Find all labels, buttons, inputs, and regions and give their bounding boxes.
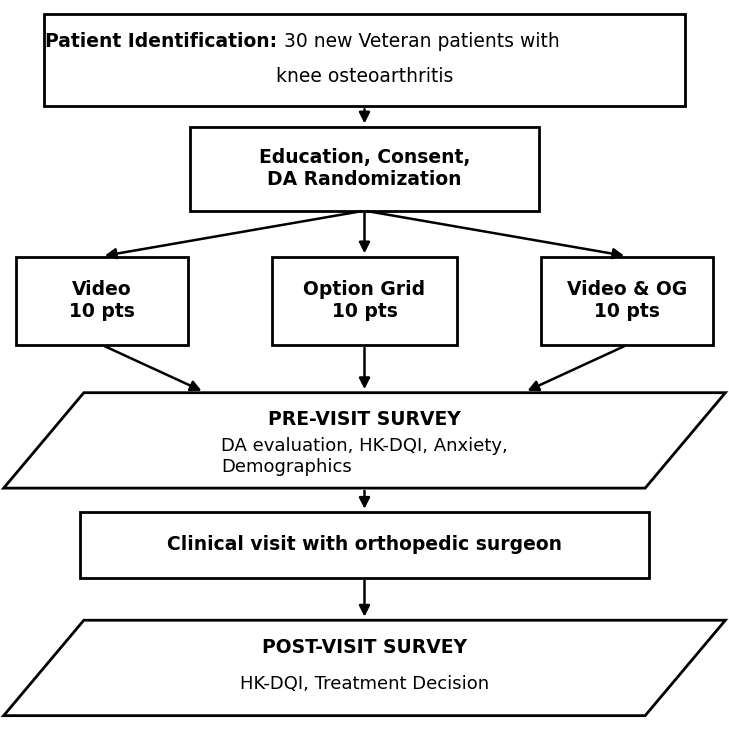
- Text: Video & OG
10 pts: Video & OG 10 pts: [567, 280, 687, 321]
- Text: Clinical visit with orthopedic surgeon: Clinical visit with orthopedic surgeon: [167, 535, 562, 554]
- Bar: [271, 257, 458, 345]
- Text: knee osteoarthritis: knee osteoarthritis: [276, 67, 453, 86]
- Polygon shape: [4, 393, 725, 488]
- Bar: [44, 15, 685, 106]
- Text: Patient Identification:: Patient Identification:: [45, 32, 277, 51]
- Text: Education, Consent,
DA Randomization: Education, Consent, DA Randomization: [259, 148, 470, 189]
- Bar: [80, 512, 649, 578]
- Bar: [190, 126, 539, 211]
- Text: PRE-VISIT SURVEY: PRE-VISIT SURVEY: [268, 410, 461, 429]
- Bar: [17, 257, 188, 345]
- Text: DA evaluation, HK-DQI, Anxiety,
Demographics: DA evaluation, HK-DQI, Anxiety, Demograp…: [221, 437, 508, 476]
- Text: 30 new Veteran patients with: 30 new Veteran patients with: [284, 32, 560, 51]
- Text: Video
10 pts: Video 10 pts: [69, 280, 135, 321]
- Text: Option Grid
10 pts: Option Grid 10 pts: [303, 280, 426, 321]
- Text: POST-VISIT SURVEY: POST-VISIT SURVEY: [262, 638, 467, 657]
- Text: HK-DQI, Treatment Decision: HK-DQI, Treatment Decision: [240, 675, 489, 693]
- Bar: [541, 257, 712, 345]
- Polygon shape: [4, 620, 725, 716]
